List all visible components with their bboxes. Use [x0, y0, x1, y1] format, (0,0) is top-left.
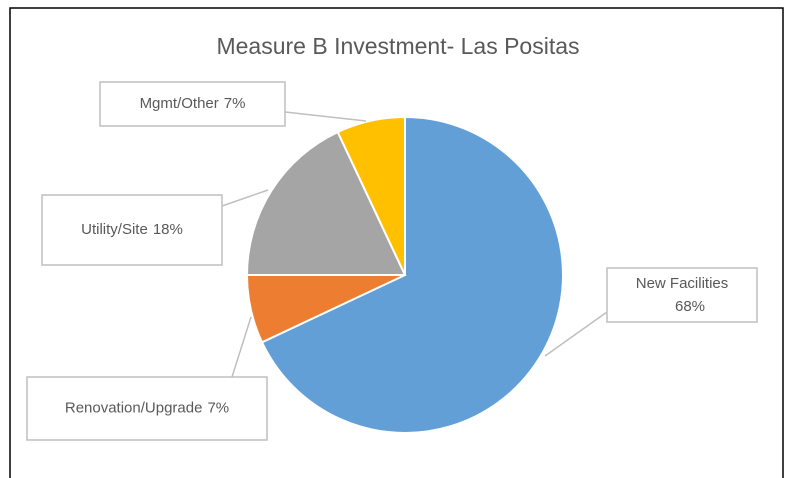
data-label-name: New Facilities	[636, 275, 729, 292]
leader-line	[284, 111, 367, 122]
pie-slice	[336, 115, 406, 276]
data-label: Utility/Site 18%	[81, 221, 183, 238]
pie-slice	[245, 130, 407, 276]
chart-title: Measure B Investment- Las Positas	[216, 33, 579, 59]
data-label-value: 7%	[207, 399, 229, 416]
data-label-name: Mgmt/Other	[140, 95, 219, 112]
callout-box	[99, 81, 286, 127]
data-label-value: 68%	[675, 298, 705, 315]
leader-line	[544, 311, 608, 357]
callout-box	[26, 376, 268, 441]
callout-box	[41, 194, 223, 266]
callout-box	[606, 267, 758, 323]
data-label: Mgmt/Other 7%	[140, 95, 246, 112]
data-label-value: 7%	[224, 95, 246, 112]
leader-line	[231, 316, 252, 378]
leader-line	[221, 189, 269, 207]
data-label-value: 18%	[153, 221, 183, 238]
data-label-name: Renovation/Upgrade	[65, 399, 203, 416]
data-label-name: Utility/Site	[81, 221, 148, 238]
pie-slice	[260, 115, 564, 434]
data-label: Renovation/Upgrade 7%	[65, 399, 229, 416]
